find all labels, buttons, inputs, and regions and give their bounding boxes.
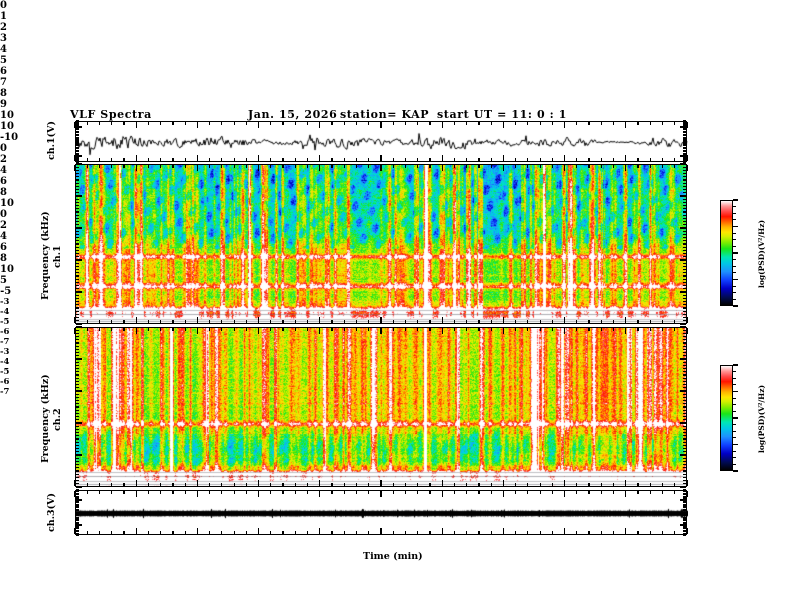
ch2-colorbar-minor-tick — [733, 470, 736, 472]
ch1-spec-ytick-label-0: 0 — [0, 143, 7, 154]
ch2-spectrogram-panel — [75, 327, 687, 487]
figure-title: VLF Spectra — [70, 108, 152, 121]
ch1-colorbar — [720, 200, 733, 306]
ch1-colorbar-label: log(PSD)(V²/Hz) — [757, 219, 766, 288]
ch1-colorbar-minor-tick — [733, 298, 736, 300]
ch2-spectrogram-axis-label-line2: Frequency (kHz) — [40, 374, 51, 463]
x-tick-label-8: 8 — [0, 88, 7, 99]
x-tick-label-2: 2 — [0, 22, 7, 33]
ch1-spec-ytick-label-1: 2 — [0, 154, 7, 165]
ch2-colorbar-tick — [733, 470, 738, 472]
ch3-waveform-trace — [76, 491, 688, 536]
ch1-colorbar-tick — [733, 305, 738, 307]
ch2-colorbar — [720, 365, 733, 471]
ch1-wave-ytick-label-0: 10 — [0, 121, 14, 132]
ch3-wave-ytick-label-0: 5 — [0, 275, 7, 286]
ch1-colorbar-minor-tick — [733, 212, 736, 214]
ch1-wave-ytick-label-1: -10 — [0, 132, 19, 143]
ch1-spec-ytick-label-5: 10 — [0, 198, 14, 209]
x-tick-label-4: 4 — [0, 44, 7, 55]
x-axis-label: Time (min) — [363, 551, 423, 562]
ch1-colorbar-tick — [733, 225, 738, 228]
ch3-waveform-axis-label: ch.3(V) — [46, 493, 57, 532]
ch2-colorbar-minor-tick — [733, 410, 736, 412]
ch2-colorbar-minor-tick — [733, 384, 736, 386]
ch2-colorbar-minor-tick — [733, 444, 736, 445]
ch1-colorbar-minor-tick — [733, 259, 736, 261]
x-tick-label-0: 0 — [0, 0, 7, 11]
x-tick-label-3: 3 — [0, 33, 7, 44]
ch1-colorbar-tick — [733, 199, 738, 201]
ch2-spec-ytick-label-2: 4 — [0, 231, 7, 242]
start-ut-label: start UT = 11: 0 : 1 — [437, 108, 567, 121]
ch2-spectrogram-image — [76, 328, 686, 486]
ch1-spectrogram-axis-label-line2: Frequency (kHz) — [40, 211, 51, 300]
ch1-colorbar-tick — [733, 252, 738, 254]
ch2-colorbar-minor-tick — [733, 404, 736, 406]
x-tick-label-5: 5 — [0, 55, 7, 66]
ch1-colorbar-minor-tick — [733, 226, 736, 227]
ch2-colorbar-minor-tick — [733, 437, 736, 439]
ch1-waveform-axis-label: ch.1(V) — [46, 121, 57, 160]
ch1-spec-ytick-label-3: 6 — [0, 176, 7, 187]
x-tick-label-6: 6 — [0, 66, 7, 77]
ch2-colorbar-minor-tick — [733, 397, 736, 399]
ch2-colorbar-minor-tick — [733, 463, 736, 465]
ch1-colorbar-minor-tick — [733, 199, 736, 201]
ch3-waveform-panel — [75, 490, 688, 536]
ch2-colorbar-minor-tick — [733, 457, 736, 459]
ch1-waveform-panel — [75, 121, 688, 163]
ch1-colorbar-tick — [733, 278, 738, 281]
ch1-spec-ytick-label-2: 4 — [0, 165, 7, 176]
ch1-spectrogram-axis-label-line1: ch.1 — [52, 245, 63, 268]
ch2-colorbar-tick — [733, 443, 738, 446]
x-tick-label-1: 1 — [0, 11, 7, 22]
ch2-colorbar-minor-tick — [733, 371, 736, 373]
ch1-colorbar-minor-tick — [733, 279, 736, 280]
ch2-colorbar-label: log(PSD)(V²/Hz) — [757, 384, 766, 453]
figure-date: Jan. 15, 2026 — [248, 108, 338, 121]
ch1-waveform-trace — [76, 122, 688, 163]
ch1-colorbar-minor-tick — [733, 239, 736, 241]
ch2-colorbar-minor-tick — [733, 424, 736, 426]
ch1-colorbar-minor-tick — [733, 219, 736, 221]
ch1-spec-ytick-label-4: 8 — [0, 187, 7, 198]
ch2-colorbar-minor-tick — [733, 417, 736, 419]
ch1-colorbar-minor-tick — [733, 292, 736, 294]
ch1-colorbar-minor-tick — [733, 252, 736, 254]
ch2-spec-ytick-label-3: 6 — [0, 242, 7, 253]
ch2-colorbar-minor-tick — [733, 364, 736, 366]
ch2-spectrogram-axis-label-line1: ch.2 — [52, 408, 63, 431]
ch1-colorbar-minor-tick — [733, 272, 736, 274]
ch1-colorbar-minor-tick — [733, 206, 736, 208]
ch2-spec-ytick-label-0: 0 — [0, 209, 7, 220]
ch1-colorbar-minor-tick — [733, 265, 736, 267]
ch2-colorbar-minor-tick — [733, 377, 736, 379]
ch1-colorbar-minor-tick — [733, 232, 736, 234]
ch2-spec-ytick-label-1: 2 — [0, 220, 7, 231]
ch1-spectrogram-image — [76, 165, 686, 323]
x-tick-label-7: 7 — [0, 77, 7, 88]
ch2-colorbar-tick — [733, 364, 738, 366]
ch2-colorbar-tick — [733, 390, 738, 393]
ch2-spec-ytick-label-4: 8 — [0, 253, 7, 264]
ch1-spectrogram-panel — [75, 164, 687, 324]
ch1-colorbar-minor-tick — [733, 285, 736, 287]
ch2-colorbar-minor-tick — [733, 430, 736, 432]
ch1-colorbar-minor-tick — [733, 305, 736, 307]
ch2-colorbar-tick — [733, 417, 738, 419]
ch2-colorbar-minor-tick — [733, 391, 736, 392]
station-label: station= KAP — [340, 108, 430, 121]
ch2-colorbar-minor-tick — [733, 450, 736, 452]
ch3-wave-ytick-label-1: -5 — [0, 286, 12, 297]
ch2-spec-ytick-label-5: 10 — [0, 264, 14, 275]
ch1-colorbar-minor-tick — [733, 245, 736, 247]
